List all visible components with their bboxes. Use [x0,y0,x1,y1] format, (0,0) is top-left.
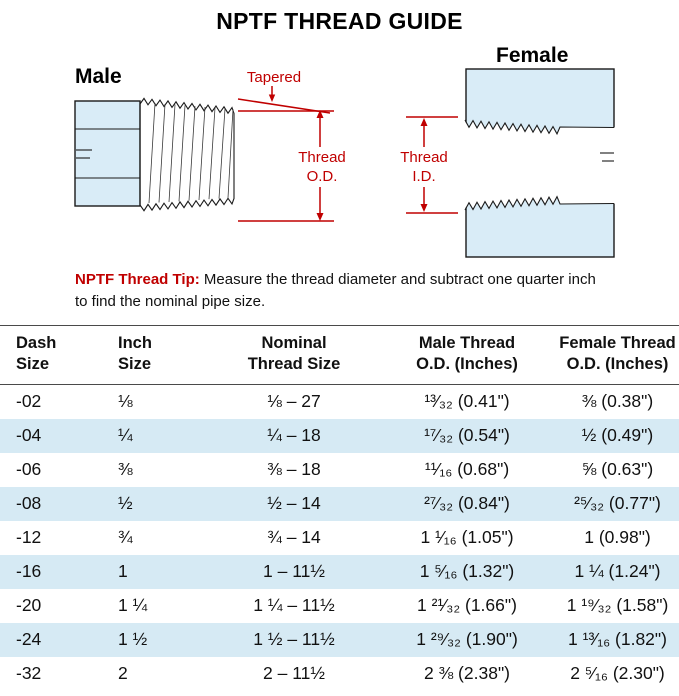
column-header-dash-size: Dash Size [0,324,92,386]
table-cell: 1 ²¹⁄₃₂ (1.66") [417,595,517,616]
thread-od-dimension: Thread O.D. [238,110,346,222]
column-header-male-od: Male Thread O.D. (Inches) [378,324,556,386]
table-cell: ⅜ [118,459,133,480]
thread-table-header: Dash Size Inch Size Nominal Thread Size … [0,324,679,386]
table-cell: ¾ [118,527,133,548]
thread-id-dimension: Thread I.D. [400,116,458,214]
table-row: -16 1 1 – 11½ 1 ⁵⁄₁₆ (1.32") 1 ¼ (1.24") [0,555,679,590]
table-cell: 1 ½ – 11½ [253,629,335,650]
thread-id-arrowhead-up [420,118,428,126]
thread-tip-text: Measure the thread diameter and subtract… [75,271,596,310]
table-cell: 2 ⅜ (2.38") [424,663,510,684]
thread-id-label-line1: Thread [400,149,448,166]
column-header-inch-size: Inch Size [92,324,210,386]
thread-table-body: -02 ⅛ ⅛ – 27 ¹³⁄₃₂ (0.41") ⅜ (0.38") -04 ¼ ¼ – … [0,385,679,692]
table-cell: ⅛ – 27 [267,391,321,412]
page-title: NPTF THREAD GUIDE [216,8,463,34]
tapered-label: Tapered [247,69,301,86]
thread-id-arrowhead-down [420,204,428,212]
female-bore [464,120,615,210]
thread-hatch-lines [148,102,234,204]
table-cell: 1 ½ [118,629,148,650]
table-cell: ¼ – 18 [267,425,321,446]
table-cell: ²⁵⁄₃₂ (0.77") [574,493,661,514]
table-row: -02 ⅛ ⅛ – 27 ¹³⁄₃₂ (0.41") ⅜ (0.38") [0,385,679,420]
column-header-nominal: Nominal Thread Size [210,324,378,386]
table-cell: -20 [16,595,42,616]
table-cell: -16 [16,561,42,582]
table-row: -08 ½ ½ – 14 ²⁷⁄₃₂ (0.84") ²⁵⁄₃₂ (0.77") [0,487,679,522]
thread-od-arrowhead-down [316,213,324,221]
thread-table: Dash Size Inch Size Nominal Thread Size … [0,324,679,692]
table-cell: -24 [16,629,42,650]
female-thread-bottom [464,195,615,211]
table-cell: ¼ [118,425,133,446]
table-cell: -04 [16,425,42,446]
table-cell: ⅜ – 18 [267,459,321,480]
thread-id-label-line2: I.D. [412,168,435,185]
thread-tip-label: NPTF Thread Tip: [75,271,200,288]
male-hex-body [74,100,141,207]
table-cell: ²⁷⁄₃₂ (0.84") [424,493,510,514]
table-row: -24 1 ½ 1 ½ – 11½ 1 ²⁹⁄₃₂ (1.90") 1 ¹³⁄₁₆ (1… [0,623,679,658]
table-cell: -12 [16,527,42,548]
table-cell: 2 ⁵⁄₁₆ (2.30") [570,663,665,684]
thread-od-label-line2: O.D. [307,168,338,185]
male-threaded-shank [139,97,235,212]
tapered-arrowhead [268,94,276,102]
table-cell: 1 ¹⁄₁₆ (1.05") [420,527,514,548]
table-row: -12 ¾ ¾ – 14 1 ¹⁄₁₆ (1.05") 1 (0.98") [0,521,679,555]
table-cell: ¹⁷⁄₃₂ (0.54") [424,425,510,446]
table-cell: 2 [118,663,128,684]
table-row: -32 2 2 – 11½ 2 ⅜ (2.38") 2 ⁵⁄₁₆ (2.30") [0,657,679,691]
table-cell: ½ – 14 [267,493,321,514]
table-cell: -32 [16,663,42,684]
table-cell: 1 ²⁹⁄₃₂ (1.90") [416,629,518,650]
female-label: Female [496,44,568,67]
male-label: Male [75,65,122,88]
table-cell: -02 [16,391,42,412]
tapered-annotation: Tapered [237,69,334,114]
table-cell: -06 [16,459,42,480]
table-cell: ½ (0.49") [581,425,654,446]
table-cell: 1 ¹⁹⁄₃₂ (1.58") [566,595,669,616]
female-fitting-illustration: Female [464,44,615,258]
table-cell: 1 [118,561,128,582]
table-cell: ⅜ (0.38") [581,391,654,412]
table-row: -20 1 ¼ 1 ¼ – 11½ 1 ²¹⁄₃₂ (1.66") 1 ¹⁹⁄₃₂ (1… [0,589,679,623]
thread-tip: NPTF Thread Tip: Measure the thread diam… [75,269,607,313]
table-cell: ⅝ (0.63") [581,459,654,480]
table-cell: 2 – 11½ [263,663,325,684]
table-cell: ¾ – 14 [267,527,321,548]
table-row: -06 ⅜ ⅜ – 18 ¹¹⁄₁₆ (0.68") ⅝ (0.63") [0,453,679,487]
table-cell: 1 ¼ – 11½ [253,595,335,616]
table-cell: -08 [16,493,42,514]
table-cell: 1 ¼ [118,595,148,616]
table-cell: ¹³⁄₃₂ (0.41") [424,391,510,412]
table-cell: 1 ⁵⁄₁₆ (1.32") [419,561,515,582]
table-row: -04 ¼ ¼ – 18 ¹⁷⁄₃₂ (0.54") ½ (0.49") [0,419,679,454]
thread-od-arrowhead-up [316,110,324,118]
table-cell: 1 ¹³⁄₁₆ (1.82") [568,629,667,650]
table-cell: ½ [118,493,133,514]
column-header-female-od: Female Thread O.D. (Inches) [556,324,679,386]
fitting-diagrams: Male Tapered Thread O.D. Thread I.D. [74,44,615,258]
thread-od-label-line1: Thread [298,149,346,166]
table-cell: ⅛ [118,391,133,412]
table-cell: 1 ¼ (1.24") [574,561,661,582]
female-thread-top [464,119,615,136]
table-cell: 1 – 11½ [263,561,325,582]
male-fitting-illustration: Male [74,65,235,212]
table-cell: ¹¹⁄₁₆ (0.68") [424,459,510,480]
table-cell: 1 (0.98") [584,527,651,548]
